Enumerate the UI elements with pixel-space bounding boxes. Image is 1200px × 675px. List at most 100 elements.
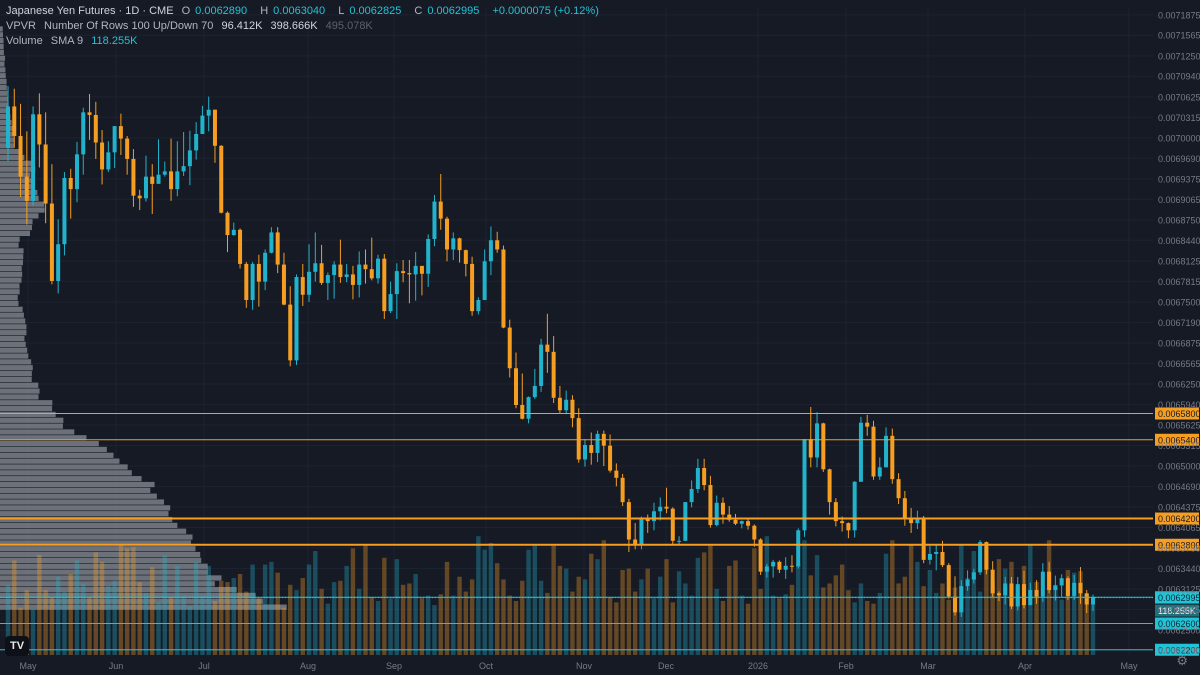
candle — [965, 570, 970, 591]
horizontal-levels[interactable]: 0.00658000.00654000.00642000.00638000.00… — [0, 407, 1200, 656]
volume-bar — [664, 559, 669, 655]
volume-name[interactable]: Volume — [6, 35, 43, 47]
candle — [131, 149, 136, 207]
candle-body — [557, 397, 562, 411]
candle-body — [445, 218, 450, 250]
symbol-title[interactable]: Japanese Yen Futures · 1D · CME — [6, 5, 174, 17]
candle — [996, 591, 1001, 602]
candle-body — [125, 138, 130, 159]
volume-bar — [996, 559, 1002, 655]
price-tick-label: 0.0070000 — [1158, 133, 1200, 143]
candle-body — [520, 404, 525, 419]
volume-bar — [990, 580, 995, 655]
volume-bar — [1090, 603, 1096, 655]
candle-body — [457, 238, 462, 251]
price-axis[interactable]: 0.0071875 0.0071565 0.0071250 0.0070940 0.00… — [1158, 10, 1200, 656]
candle — [263, 249, 268, 291]
vpvr-name[interactable]: VPVR — [6, 20, 36, 32]
candle-body — [858, 422, 863, 482]
candle — [307, 244, 312, 302]
candle — [332, 261, 337, 299]
candle — [156, 139, 161, 184]
volume-bar — [193, 561, 199, 655]
candle — [162, 161, 167, 177]
candle-body — [300, 277, 305, 295]
candle — [846, 522, 851, 539]
volume-profile-row — [0, 551, 201, 558]
volume-bar — [350, 548, 356, 655]
volume-profile-row — [0, 90, 8, 96]
candle-body — [783, 565, 788, 570]
candle-body — [677, 540, 682, 542]
candle — [219, 145, 224, 214]
candle-body — [532, 385, 537, 398]
volume-profile-row — [0, 446, 107, 453]
candle — [256, 254, 261, 307]
time-tick-label: Jun — [109, 661, 124, 671]
volume-profile-row — [0, 254, 24, 260]
volume-bar — [413, 574, 418, 655]
candle — [1003, 576, 1008, 605]
volume-profile-row — [0, 248, 24, 254]
candle-body — [752, 525, 757, 540]
candle-body — [514, 368, 519, 405]
gear-icon[interactable]: ⚙ — [1176, 653, 1188, 668]
candle-body — [49, 203, 54, 281]
candle — [24, 131, 29, 225]
candle — [896, 473, 901, 505]
price-tick-label: 0.0071565 — [1158, 31, 1200, 41]
volume-bar — [683, 583, 688, 655]
candle-body — [231, 229, 236, 236]
volume-bar — [689, 595, 694, 655]
volume-profile-row — [0, 516, 173, 523]
time-axis[interactable]: May Jun Jul Aug Sep Oct Nov Dec 2026 Feb Mar Apr May — [19, 661, 1138, 671]
candle-body — [1072, 582, 1077, 596]
volume-bar — [645, 568, 650, 655]
volume-bar — [701, 552, 707, 655]
candle — [608, 434, 613, 473]
volume-bar — [670, 602, 675, 655]
volume-bar — [30, 609, 36, 655]
volume-profile-row — [0, 382, 39, 388]
volume-bar — [984, 547, 989, 655]
candle — [470, 256, 475, 316]
volume-profile-row — [0, 581, 215, 587]
volume-params: SMA 9 — [50, 35, 84, 47]
candle — [281, 252, 286, 306]
tradingview-logo[interactable]: TV — [5, 636, 29, 656]
candle-body — [438, 201, 443, 219]
volume-profile-row — [0, 335, 25, 342]
candle-body — [940, 551, 945, 566]
candle — [451, 232, 456, 260]
volume-bar — [87, 596, 92, 655]
volume-bar — [720, 601, 726, 655]
candle — [658, 497, 663, 521]
candle-body — [187, 150, 192, 167]
candle — [934, 545, 939, 571]
candle-body — [256, 263, 261, 282]
candle-body — [175, 171, 180, 190]
candle — [902, 490, 907, 526]
candle-body — [1003, 583, 1008, 596]
volume-profile-row — [0, 493, 157, 499]
candle — [953, 576, 958, 616]
price-tick-label: 0.0070940 — [1158, 72, 1200, 82]
candle-body — [909, 518, 914, 524]
candle — [463, 249, 468, 277]
volume-profile-row — [0, 499, 164, 505]
volume-bar — [752, 548, 757, 655]
volume-profile-row — [0, 271, 23, 277]
volume-bar — [821, 587, 826, 655]
candle-body — [56, 244, 61, 281]
candle — [106, 141, 111, 173]
candle — [695, 458, 700, 493]
candle-body — [639, 518, 644, 545]
volume-profile-row — [0, 295, 18, 301]
candle — [909, 508, 914, 533]
volume-profile-row — [0, 61, 5, 67]
volume-profile-row — [0, 464, 128, 470]
volume-bar — [118, 544, 124, 655]
volume-profile — [0, 26, 287, 610]
candle-body — [74, 154, 79, 190]
